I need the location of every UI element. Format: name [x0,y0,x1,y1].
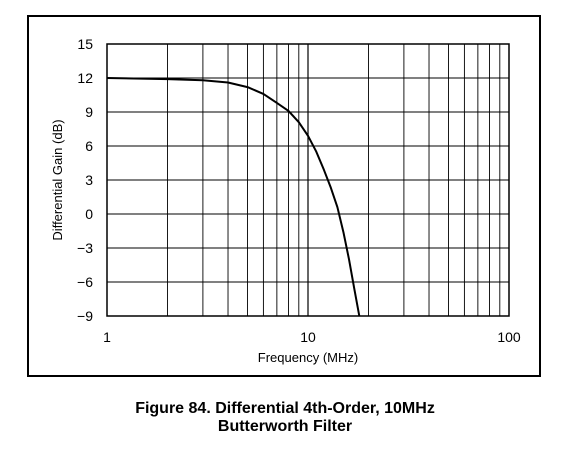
y-tick-label: 6 [85,138,93,154]
x-tick-label: 10 [300,329,316,345]
grid [107,44,509,316]
y-tick-label: −3 [77,240,93,256]
y-tick-label: 3 [85,172,93,188]
y-tick-label: 9 [85,104,93,120]
y-tick-label: 0 [85,206,93,222]
series-layer [106,77,361,317]
caption-line-2: Butterworth Filter [217,418,353,435]
y-tick-label: 15 [77,36,93,52]
y-tick-label: 12 [77,70,93,86]
figure-frame: 15 12 9 6 3 0 −3 −6 −9 1 10 100 Frequency (MHz) Dif… [27,15,541,377]
plot-area-border [106,43,510,317]
x-tick-label: 1 [103,329,111,345]
y-axis-label: Differential Gain (dB) [50,119,65,240]
y-tick-label: −9 [77,308,93,324]
x-axis-label: Frequency (MHz) [258,350,358,365]
tick-labels: 15 12 9 6 3 0 −3 −6 −9 1 10 100 [77,36,521,345]
figure-caption: Figure 84. Differential 4th-Order, 10MHz… [0,400,570,436]
series-line [106,77,361,317]
y-tick-label: −6 [77,274,93,290]
chart: 15 12 9 6 3 0 −3 −6 −9 1 10 100 Frequency (MHz) Dif… [50,36,521,365]
caption-line-1: Figure 84. Differential 4th-Order, 10MHz [135,400,435,417]
x-tick-label: 100 [497,329,521,345]
